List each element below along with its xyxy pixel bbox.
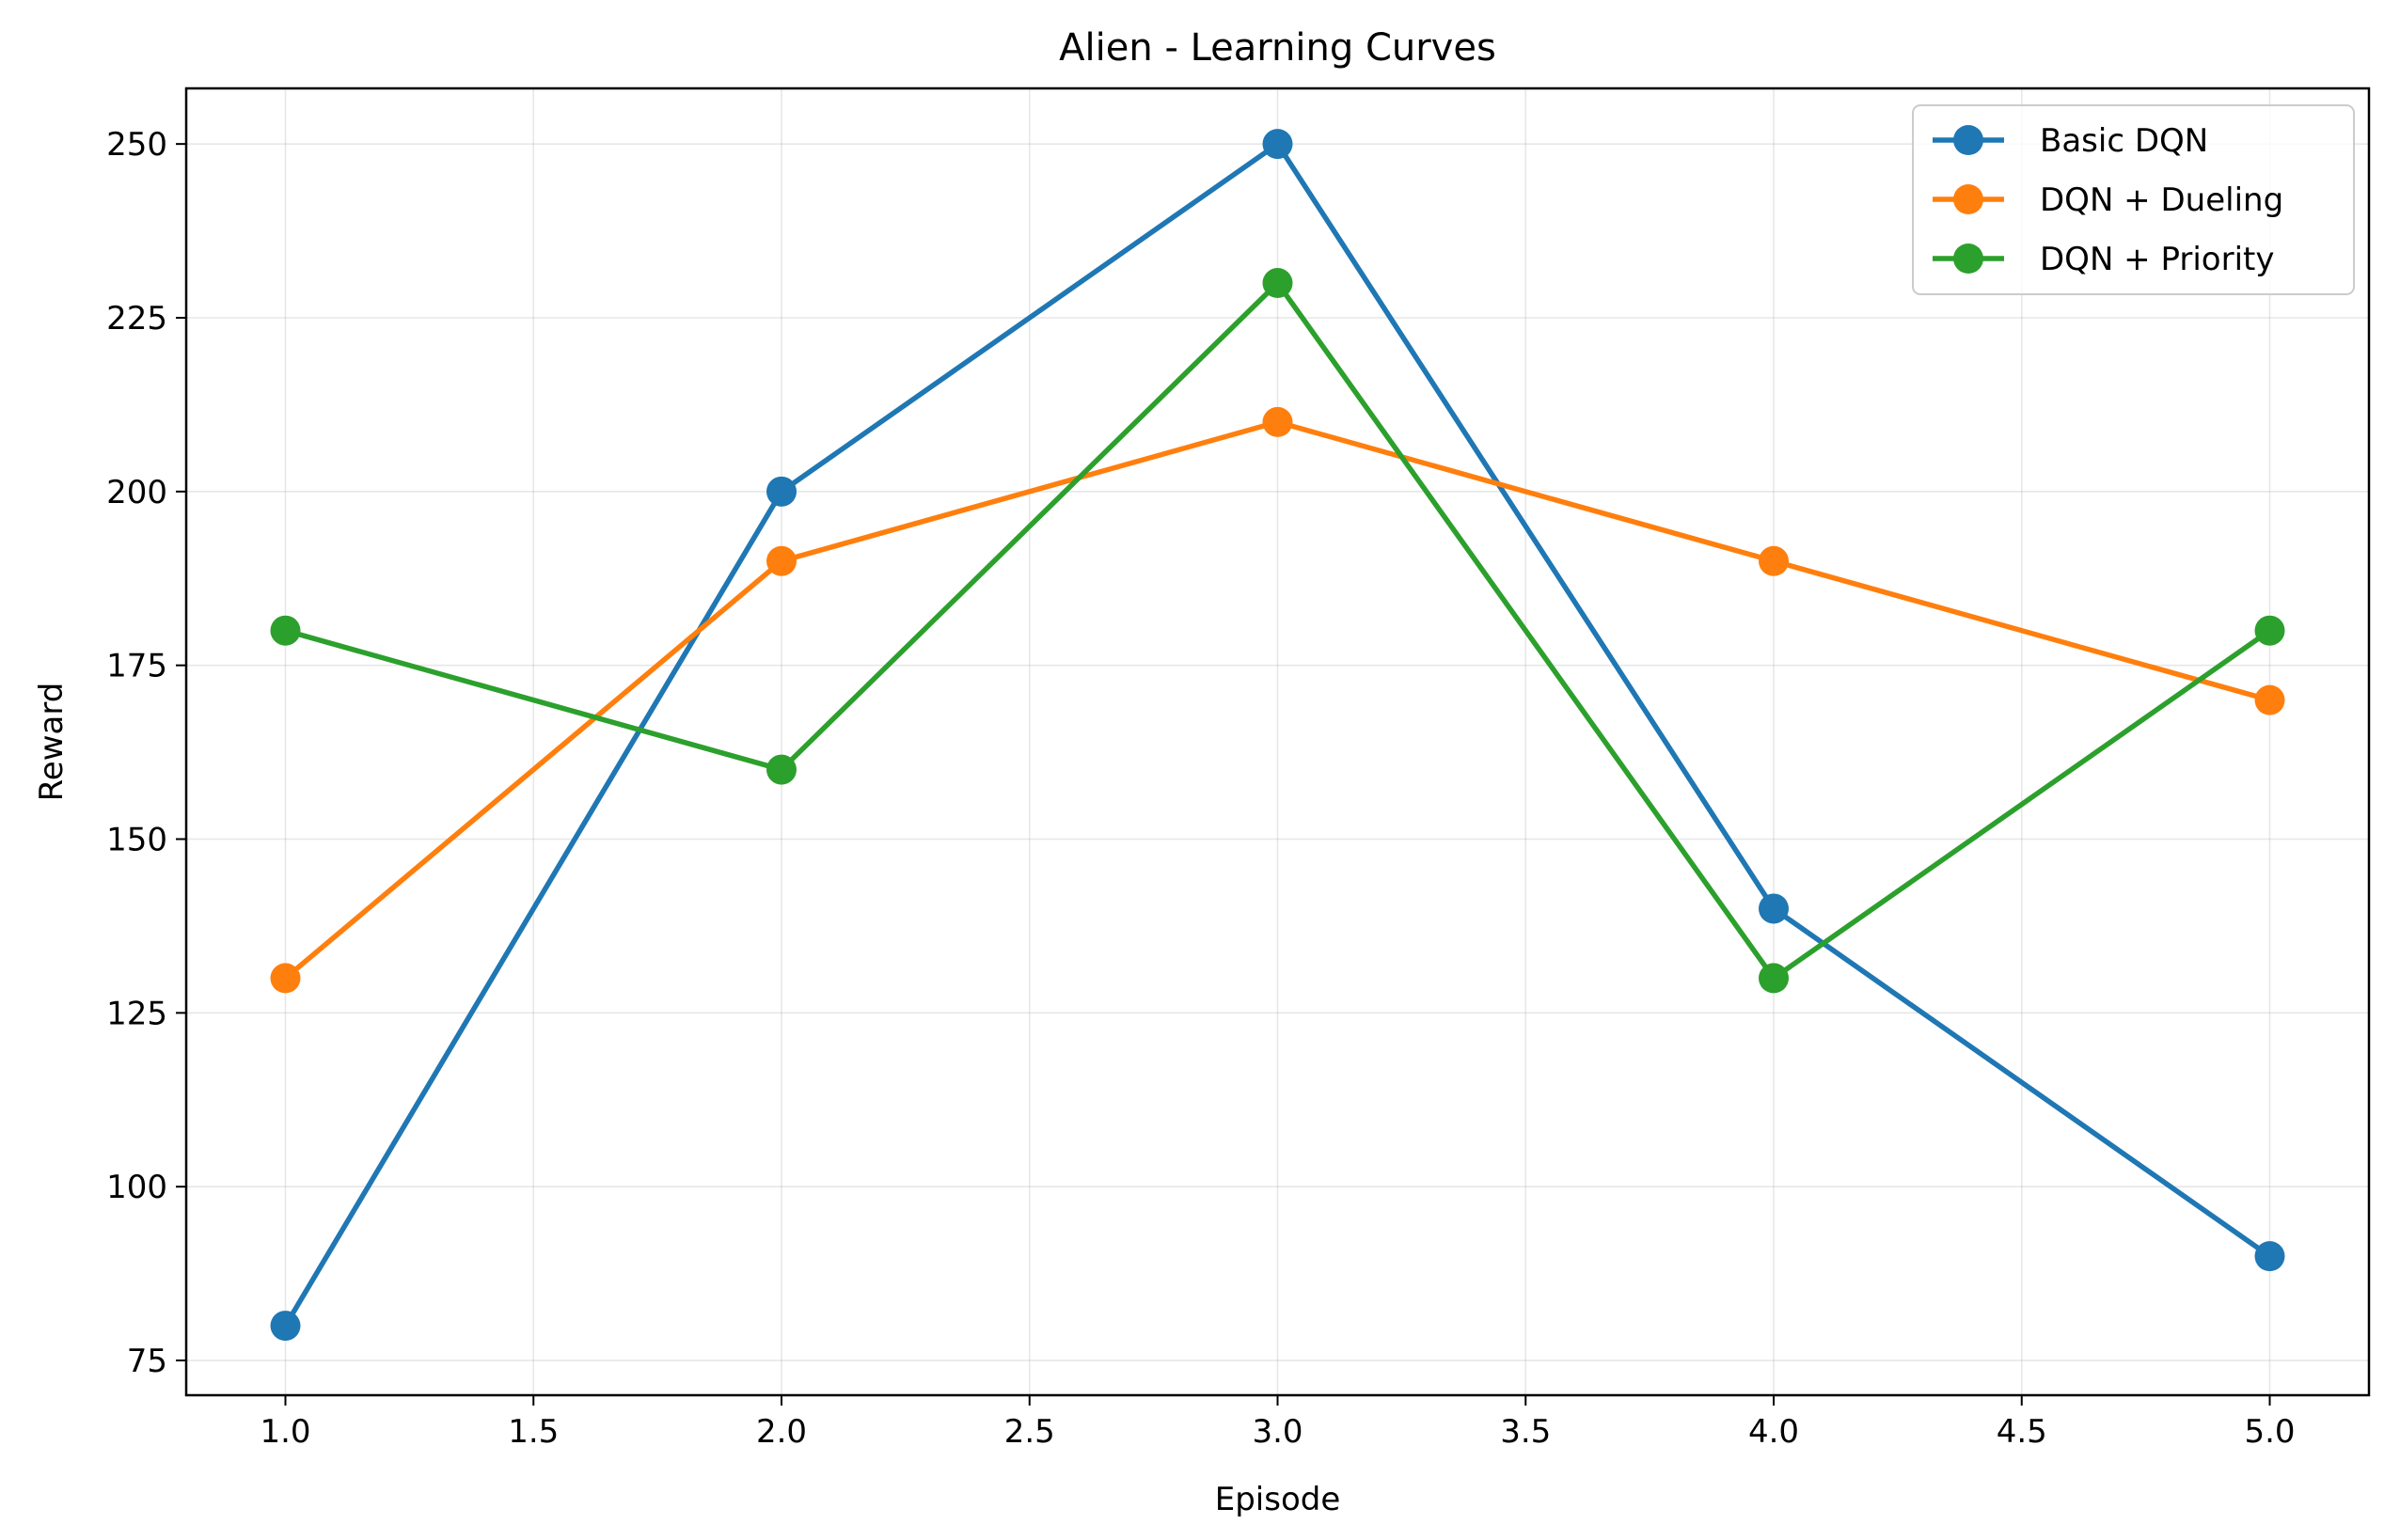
x-tick-label: 4.5: [1997, 1413, 2047, 1451]
legend-marker-3: [1953, 244, 1983, 274]
legend: Basic DQN DQN + Dueling DQN + Priority: [1912, 104, 2355, 295]
data-point: [766, 545, 797, 576]
grid: [186, 88, 2369, 1395]
data-point: [270, 963, 301, 994]
x-axis-ticks: 1.0 1.5 2.0 2.5 3.0 3.5 4.0 4.5 5.0: [260, 1395, 2296, 1451]
data-point: [1759, 545, 1789, 576]
x-axis-label: Episode: [1215, 1481, 1341, 1518]
data-point: [766, 754, 797, 785]
x-tick-label: 2.5: [1004, 1413, 1055, 1451]
y-tick-label: 100: [106, 1169, 167, 1206]
legend-marker-1: [1953, 125, 1983, 155]
y-axis-ticks: 75 100 125 150 175 200 225 250: [106, 126, 186, 1380]
x-tick-label: 5.0: [2244, 1413, 2295, 1451]
legend-label-2: DQN + Dueling: [2040, 181, 2283, 219]
x-tick-label: 2.0: [756, 1413, 807, 1451]
y-tick-label: 175: [106, 648, 167, 685]
data-point: [270, 1311, 301, 1342]
data-point: [1262, 406, 1293, 437]
y-tick-label: 75: [127, 1343, 167, 1380]
y-tick-label: 150: [106, 822, 167, 859]
x-tick-label: 3.0: [1252, 1413, 1303, 1451]
legend-label-3: DQN + Priority: [2040, 241, 2275, 278]
data-point: [1759, 963, 1789, 994]
series-layer: [270, 129, 2285, 1342]
legend-box: [1912, 104, 2355, 295]
x-tick-label: 4.0: [1748, 1413, 1799, 1451]
x-tick-label: 1.5: [508, 1413, 559, 1451]
y-tick-label: 250: [106, 126, 167, 164]
y-axis-label: Reward: [33, 683, 71, 802]
data-point: [1262, 268, 1293, 299]
data-point: [1262, 129, 1293, 160]
data-point: [766, 476, 797, 507]
data-point: [270, 615, 301, 646]
data-point: [2254, 684, 2285, 715]
y-tick-label: 125: [106, 995, 167, 1032]
data-point: [2254, 1241, 2285, 1272]
x-tick-label: 1.0: [260, 1413, 310, 1451]
y-tick-label: 200: [106, 474, 167, 511]
chart-title: Alien - Learning Curves: [1059, 26, 1496, 70]
legend-label-1: Basic DQN: [2040, 122, 2208, 160]
x-tick-label: 3.5: [1500, 1413, 1551, 1451]
legend-marker-2: [1953, 184, 1983, 214]
data-point: [1759, 893, 1789, 924]
data-point: [2254, 615, 2285, 646]
y-tick-label: 225: [106, 300, 167, 338]
